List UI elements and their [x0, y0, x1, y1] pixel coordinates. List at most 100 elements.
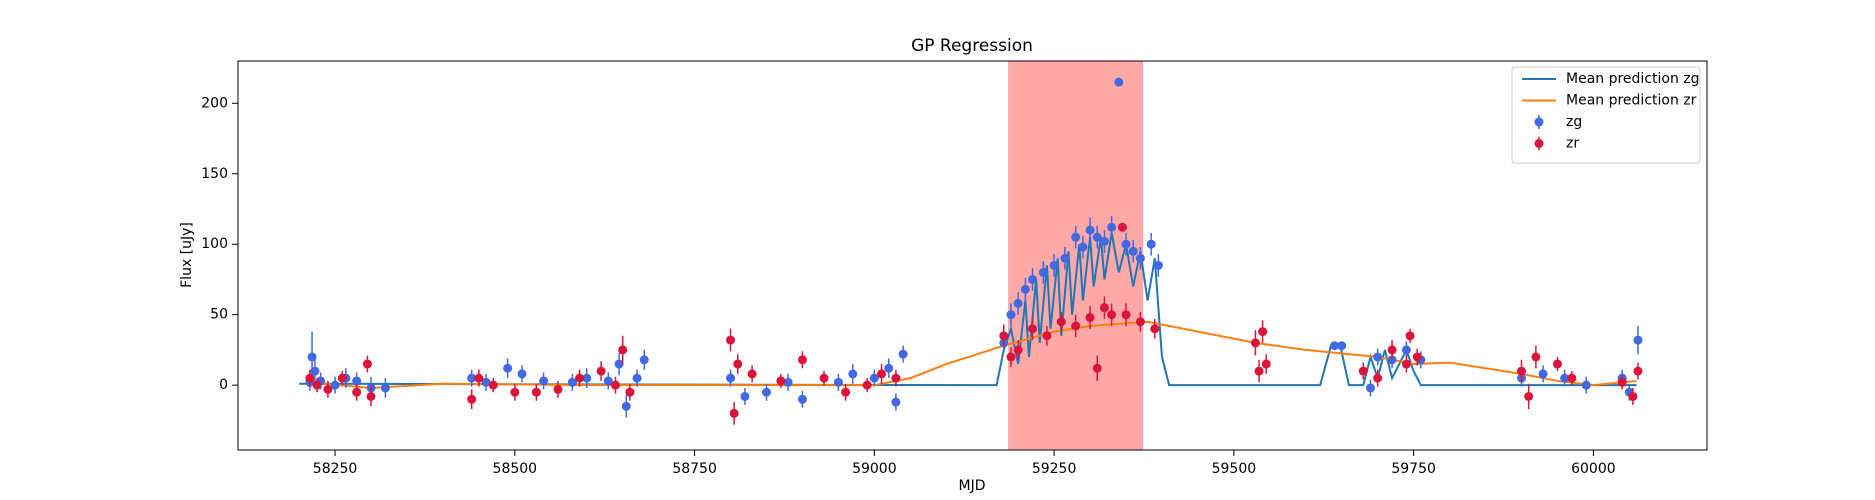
point [575, 373, 585, 383]
plot-frame [237, 60, 1708, 451]
point [1254, 366, 1264, 376]
point [1099, 236, 1109, 246]
point [1633, 366, 1643, 376]
point [517, 369, 527, 379]
point [891, 373, 901, 383]
point [1107, 222, 1117, 232]
plot [299, 61, 1643, 450]
point [1146, 239, 1156, 249]
point [1121, 239, 1131, 249]
point [1412, 352, 1422, 362]
y-axis-label: Flux [uJy] [179, 222, 195, 288]
point [596, 366, 606, 376]
span [1008, 61, 1144, 450]
x-axis-label: MJD [959, 478, 986, 494]
point [740, 391, 750, 401]
chart-title: GP Regression [911, 36, 1033, 56]
point [1028, 324, 1038, 334]
point [1121, 310, 1131, 320]
legend-label: Mean prediction zg [1566, 71, 1700, 87]
legend-label: Mean prediction zr [1566, 93, 1697, 109]
point [510, 387, 520, 397]
x-tick-label: 59250 [1032, 461, 1077, 477]
point [1092, 232, 1102, 242]
point [1135, 317, 1145, 327]
point [603, 376, 613, 386]
point [1028, 274, 1038, 284]
point [1261, 359, 1271, 369]
legend-swatch [1534, 139, 1544, 148]
point [567, 377, 577, 387]
legend-box [1511, 66, 1701, 164]
point [1581, 380, 1591, 390]
point [1107, 310, 1117, 320]
point [618, 345, 628, 355]
point [797, 394, 807, 404]
legend-label: zr [1566, 136, 1579, 152]
point [1071, 232, 1081, 242]
point [1516, 366, 1526, 376]
x-tick-label: 58750 [672, 461, 717, 477]
point [1092, 363, 1102, 373]
mean-line [299, 232, 1637, 387]
point [307, 352, 317, 362]
y-tick-label: 0 [219, 377, 228, 393]
point [531, 387, 541, 397]
point [1405, 331, 1415, 341]
point [632, 373, 642, 383]
point [1153, 260, 1163, 270]
point [1401, 345, 1411, 355]
point [1633, 335, 1643, 345]
point [841, 387, 851, 397]
point [999, 331, 1009, 341]
x-tick-label: 58500 [493, 461, 538, 477]
legend-swatch [1534, 117, 1544, 127]
point [869, 373, 879, 383]
point [621, 401, 631, 411]
point [488, 380, 498, 390]
point [1373, 352, 1383, 362]
point [1117, 222, 1127, 232]
point [1056, 317, 1066, 327]
point [819, 373, 829, 383]
point [1085, 313, 1095, 323]
point [337, 373, 347, 383]
mean-line [309, 320, 1637, 389]
point [848, 369, 858, 379]
point [1085, 225, 1095, 235]
point [1042, 331, 1052, 341]
point [1531, 352, 1541, 362]
point [1099, 303, 1109, 313]
point [747, 369, 757, 379]
point [1071, 321, 1081, 331]
y-tick-label: 150 [201, 166, 228, 182]
point [877, 369, 887, 379]
point [898, 349, 908, 359]
point [366, 391, 376, 401]
point [1401, 359, 1411, 369]
point [862, 380, 872, 390]
x-tick-label: 59000 [852, 461, 897, 477]
x-tick-label: 59500 [1212, 461, 1257, 477]
point [726, 335, 736, 345]
point [625, 387, 635, 397]
point [1135, 253, 1145, 263]
point [1365, 383, 1375, 393]
point [1038, 267, 1048, 277]
point [1330, 341, 1340, 351]
point [1020, 284, 1030, 294]
point [1524, 391, 1534, 401]
point [1150, 324, 1160, 334]
point [362, 359, 372, 369]
point [1387, 345, 1397, 355]
point [1250, 338, 1260, 348]
x-tick-label: 59750 [1391, 461, 1436, 477]
point [352, 387, 362, 397]
point [1628, 391, 1638, 401]
point [733, 359, 743, 369]
point [761, 387, 771, 397]
point [310, 366, 320, 376]
point [1006, 310, 1016, 320]
point [1060, 253, 1070, 263]
point [884, 363, 894, 373]
